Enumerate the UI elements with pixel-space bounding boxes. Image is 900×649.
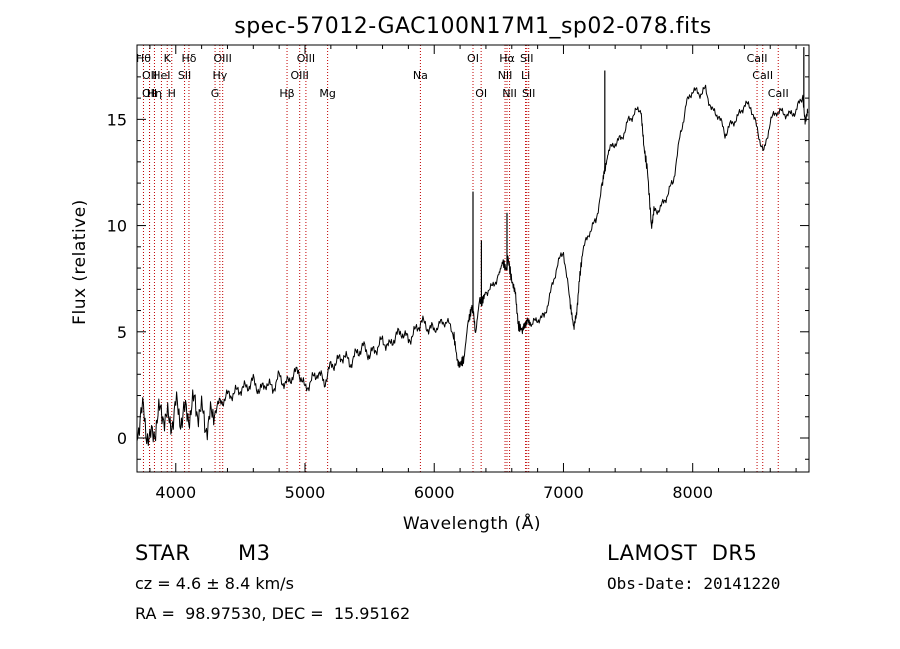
line-marker-label-5: K xyxy=(164,52,172,65)
object-subclass: M3 xyxy=(238,541,271,565)
line-marker-label-10: Hγ xyxy=(212,69,227,82)
plot-frame xyxy=(136,44,810,473)
x-tick-label-4: 8000 xyxy=(672,483,713,502)
line-marker-label-20: Hα xyxy=(499,52,515,65)
line-marker-label-13: OIII xyxy=(291,69,309,82)
line-marker-label-22: Li xyxy=(521,69,530,82)
line-marker-label-8: Hδ xyxy=(181,52,196,65)
survey-name: LAMOST DR5 xyxy=(607,541,758,565)
line-marker-label-26: CaII xyxy=(752,69,773,82)
x-tick-label-2: 6000 xyxy=(414,483,455,502)
line-marker-label-3: Hη xyxy=(147,87,162,100)
x-tick-label-1: 5000 xyxy=(285,483,326,502)
object-class: STAR xyxy=(135,541,191,565)
coordinates: RA = 98.97530, DEC = 15.95162 xyxy=(135,604,411,623)
x-tick-label-0: 4000 xyxy=(155,483,196,502)
line-marker-label-6: H xyxy=(168,87,176,100)
spectral-line-labels: HθOIIOIIHηHeIKHSIIHδGHγOIIIHβOIIIOIIIMgN… xyxy=(136,52,789,100)
x-axis-label: Wavelength (Å) xyxy=(403,512,541,534)
spectral-line-markers xyxy=(142,45,779,472)
line-marker-label-16: Na xyxy=(413,69,428,82)
line-marker-label-4: HeI xyxy=(152,69,170,82)
line-marker-label-15: Mg xyxy=(319,87,335,100)
redshift-cz: cz = 4.6 ± 8.4 km/s xyxy=(135,574,294,593)
x-tick-label-3: 7000 xyxy=(543,483,584,502)
line-marker-label-17: OI xyxy=(467,52,479,65)
line-marker-label-25: CaII xyxy=(747,52,768,65)
line-marker-label-19: NII xyxy=(498,69,513,82)
line-marker-label-2: OII xyxy=(142,87,157,100)
y-tick-label-3: 15 xyxy=(107,110,127,129)
axes-group: 4000 5000 6000 7000 8000 0 5 10 15 xyxy=(107,45,809,502)
line-marker-label-14: OIII xyxy=(297,52,315,65)
spectrum-line xyxy=(136,84,809,446)
observation-date: Obs-Date: 20141220 xyxy=(607,574,781,593)
line-marker-label-21: NII xyxy=(502,87,517,100)
line-marker-label-9: G xyxy=(211,87,220,100)
chart-title: spec-57012-GAC100N17M1_sp02-078.fits xyxy=(234,14,712,39)
line-marker-label-1: OII xyxy=(142,69,157,82)
y-tick-label-1: 5 xyxy=(117,323,127,342)
line-marker-label-11: OIII xyxy=(213,52,231,65)
line-marker-label-0: Hθ xyxy=(136,52,151,65)
y-axis-label: Flux (relative) xyxy=(70,199,90,325)
line-marker-label-7: SII xyxy=(178,69,191,82)
y-tick-label-2: 10 xyxy=(107,217,127,236)
line-marker-label-23: SII xyxy=(520,52,533,65)
y-tick-label-0: 0 xyxy=(117,429,127,448)
line-marker-label-12: Hβ xyxy=(279,87,294,100)
line-marker-label-18: OI xyxy=(475,87,487,100)
line-marker-label-24: SII xyxy=(522,87,535,100)
series-group xyxy=(136,47,809,446)
line-marker-label-27: CaII xyxy=(768,87,789,100)
